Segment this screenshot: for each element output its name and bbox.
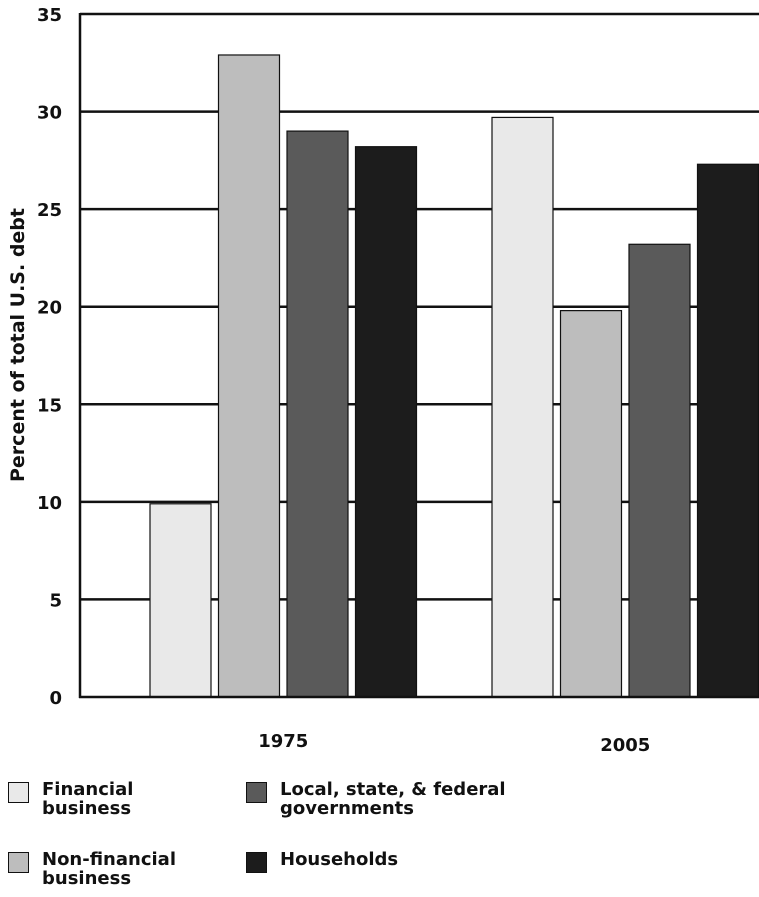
y-tick-label-35: 35: [37, 5, 62, 26]
bar-2005-3: [628, 243, 691, 698]
bar-2005-4: [696, 163, 759, 698]
bar-1975-2: [217, 54, 281, 698]
bar-2005-2: [559, 310, 623, 698]
x-tick-label-2005: 2005: [600, 735, 650, 756]
x-tick-label-1975: 1975: [258, 731, 308, 752]
y-tick-label-15: 15: [37, 395, 62, 416]
bar-2005-1: [491, 116, 554, 698]
bar-1975-4: [354, 146, 418, 698]
y-axis-label: Percent of total U.S. debt: [7, 208, 29, 482]
y-tick-label-5: 5: [49, 590, 62, 611]
y-tick-label-30: 30: [37, 103, 62, 124]
y-tick-label-10: 10: [37, 493, 62, 514]
y-tick-label-20: 20: [37, 298, 62, 319]
bar-1975-1: [149, 503, 212, 698]
y-tick-label-0: 0: [49, 688, 62, 709]
y-tick-label-25: 25: [37, 200, 62, 221]
bar-1975-3: [286, 130, 349, 698]
